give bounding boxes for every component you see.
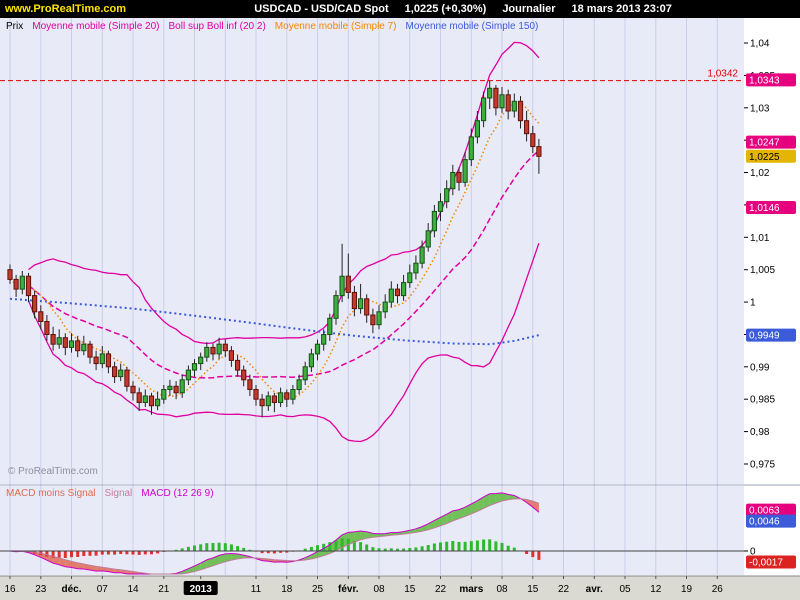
svg-text:0,0046: 0,0046 — [749, 517, 780, 528]
svg-text:1,0247: 1,0247 — [749, 138, 780, 149]
svg-text:25: 25 — [312, 584, 324, 595]
svg-text:18: 18 — [281, 584, 293, 595]
watermark: © ProRealTime.com — [8, 466, 98, 477]
svg-text:2013: 2013 — [190, 584, 213, 595]
svg-text:févr.: févr. — [338, 584, 359, 595]
legend-sma150[interactable]: Moyenne mobile (Simple 150) — [405, 21, 539, 32]
svg-text:26: 26 — [712, 584, 724, 595]
legend-sma7[interactable]: Moyenne mobile (Simple 7) — [274, 21, 397, 32]
svg-text:1,04: 1,04 — [750, 39, 770, 50]
instrument-name: USDCAD - USD/CAD Spot — [254, 3, 389, 15]
svg-text:0,98: 0,98 — [750, 427, 770, 438]
svg-text:1,0343: 1,0343 — [749, 75, 780, 86]
svg-text:1,0146: 1,0146 — [749, 203, 780, 214]
svg-text:14: 14 — [127, 584, 139, 595]
svg-text:1: 1 — [750, 298, 756, 309]
svg-text:-0,0017: -0,0017 — [749, 558, 783, 569]
legend-bollinger[interactable]: Boll sup Boll inf (20 2) — [168, 21, 266, 32]
svg-text:22: 22 — [435, 584, 447, 595]
legend-macd-line[interactable]: MACD (12 26 9) — [141, 488, 214, 499]
svg-text:22: 22 — [558, 584, 570, 595]
svg-text:08: 08 — [373, 584, 385, 595]
legend-macd-signal[interactable]: Signal — [104, 488, 133, 499]
last-price: 1,0225 (+0,30%) — [404, 3, 487, 15]
svg-text:08: 08 — [496, 584, 508, 595]
svg-text:12: 12 — [650, 584, 662, 595]
legend-prix[interactable]: Prix — [6, 21, 24, 32]
svg-text:11: 11 — [251, 584, 262, 595]
legend-macd-hist[interactable]: MACD moins Signal — [6, 488, 96, 499]
datetime-label: 18 mars 2013 23:07 — [571, 3, 672, 15]
titlebar: www.ProRealTime.com USDCAD - USD/CAD Spo… — [0, 0, 800, 18]
svg-text:19: 19 — [681, 584, 693, 595]
svg-text:07: 07 — [97, 584, 109, 595]
svg-text:15: 15 — [527, 584, 539, 595]
svg-text:1,0225: 1,0225 — [749, 152, 780, 163]
svg-text:15: 15 — [404, 584, 416, 595]
svg-text:1,03: 1,03 — [750, 103, 770, 114]
macd-legend: MACD moins Signal Signal MACD (12 26 9) — [6, 488, 214, 499]
svg-text:0,99: 0,99 — [750, 362, 770, 373]
svg-text:avr.: avr. — [586, 584, 603, 595]
site-link[interactable]: www.ProRealTime.com — [5, 3, 127, 15]
svg-text:21: 21 — [158, 584, 170, 595]
legend-sma20[interactable]: Moyenne mobile (Simple 20) — [32, 21, 160, 32]
svg-text:mars: mars — [459, 584, 483, 595]
svg-text:1,02: 1,02 — [750, 168, 770, 179]
timeframe-label: Journalier — [502, 3, 556, 15]
svg-text:0,985: 0,985 — [750, 395, 775, 406]
chart-title: USDCAD - USD/CAD Spot 1,0225 (+0,30%) Jo… — [126, 3, 800, 15]
svg-text:déc.: déc. — [61, 584, 81, 595]
svg-text:16: 16 — [4, 584, 16, 595]
svg-text:05: 05 — [619, 584, 631, 595]
price-legend: Prix Moyenne mobile (Simple 20) Boll sup… — [6, 21, 538, 32]
svg-text:1,005: 1,005 — [750, 265, 775, 276]
svg-text:0,0063: 0,0063 — [749, 506, 780, 517]
svg-text:0,975: 0,975 — [750, 460, 775, 471]
svg-text:23: 23 — [35, 584, 47, 595]
svg-text:1,0342: 1,0342 — [707, 69, 738, 80]
svg-text:1,01: 1,01 — [750, 233, 770, 244]
svg-text:0,9949: 0,9949 — [749, 331, 780, 342]
svg-text:0: 0 — [750, 547, 756, 558]
